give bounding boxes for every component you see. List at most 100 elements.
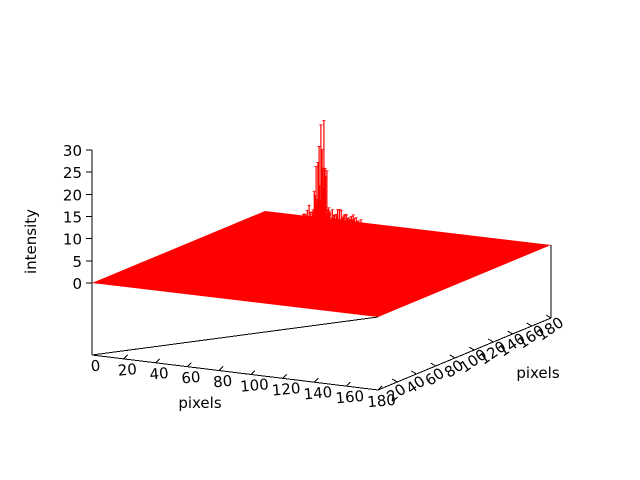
surface-column bbox=[387, 262, 393, 276]
surface-column bbox=[411, 259, 417, 269]
surface-column bbox=[243, 277, 249, 284]
surface-column bbox=[419, 265, 425, 272]
surface-column bbox=[321, 294, 327, 297]
surface-column bbox=[397, 274, 402, 280]
surface-column bbox=[314, 282, 320, 290]
surface-column bbox=[272, 285, 278, 290]
surface-column bbox=[355, 280, 361, 287]
surface-column bbox=[332, 267, 338, 283]
surface-column bbox=[349, 271, 355, 284]
surface-column bbox=[247, 266, 253, 278]
surface-column bbox=[265, 281, 271, 288]
surface-column bbox=[306, 270, 312, 285]
surface-column bbox=[404, 270, 410, 277]
surface-column bbox=[403, 274, 408, 280]
x-axis-title: pixels bbox=[178, 394, 222, 412]
surface-column bbox=[320, 276, 326, 286]
surface-column bbox=[426, 249, 432, 256]
surface-column bbox=[237, 265, 242, 276]
surface-column bbox=[340, 276, 346, 285]
surface-column bbox=[354, 271, 359, 283]
surface-column bbox=[371, 273, 377, 282]
surface-column bbox=[250, 289, 255, 293]
surface-column bbox=[322, 279, 328, 288]
surface-column bbox=[342, 276, 348, 285]
surface-column bbox=[262, 291, 267, 294]
surface-column bbox=[238, 282, 243, 287]
surface-column bbox=[235, 266, 241, 277]
surface-column bbox=[342, 283, 348, 289]
surface-column bbox=[245, 291, 250, 293]
surface-column bbox=[405, 282, 411, 285]
surface-column bbox=[212, 269, 218, 275]
surface-column bbox=[368, 285, 374, 290]
surface-column bbox=[225, 285, 230, 289]
surface-column bbox=[253, 290, 258, 293]
surface-column bbox=[327, 288, 333, 293]
z-tick-label: 10 bbox=[63, 231, 82, 249]
surface-column bbox=[243, 269, 249, 280]
surface-column bbox=[239, 262, 244, 275]
surface-column bbox=[295, 262, 301, 282]
surface-column bbox=[387, 253, 393, 271]
x-tick-mark bbox=[123, 354, 129, 360]
surface-column bbox=[342, 262, 348, 280]
surface-column bbox=[368, 262, 374, 277]
surface-column bbox=[368, 272, 374, 282]
surface-column bbox=[345, 226, 351, 271]
surface-column bbox=[256, 263, 261, 279]
surface-column bbox=[295, 294, 301, 296]
surface-column bbox=[214, 284, 220, 287]
surface-column bbox=[310, 244, 315, 276]
surface-column bbox=[352, 267, 358, 282]
surface-column bbox=[285, 272, 291, 285]
surface-column bbox=[330, 288, 336, 293]
x-tick-mark bbox=[186, 362, 192, 368]
surface-column bbox=[388, 269, 393, 279]
surface-column bbox=[357, 279, 363, 286]
surface-column bbox=[382, 282, 387, 287]
surface-column bbox=[291, 278, 297, 288]
surface-column bbox=[259, 284, 264, 289]
surface-column bbox=[384, 271, 390, 280]
y-tick-mark bbox=[391, 378, 398, 383]
surface-column bbox=[205, 268, 211, 273]
surface-column bbox=[413, 283, 419, 285]
surface-column bbox=[405, 272, 411, 278]
x-tick-label: 140 bbox=[303, 383, 333, 403]
surface-column bbox=[235, 273, 241, 282]
surface-column bbox=[387, 287, 393, 290]
surface-column bbox=[364, 290, 370, 293]
surface-column bbox=[241, 274, 246, 282]
surface-column bbox=[408, 271, 414, 278]
surface-column bbox=[395, 269, 401, 278]
surface-column bbox=[229, 259, 235, 271]
surface-column bbox=[436, 255, 441, 260]
surface-column bbox=[276, 293, 282, 296]
surface-column bbox=[318, 293, 324, 296]
surface-column bbox=[431, 263, 437, 268]
surface-column bbox=[304, 261, 309, 280]
surface-column bbox=[206, 264, 212, 269]
surface-column bbox=[412, 271, 417, 277]
surface-column bbox=[244, 265, 250, 278]
surface-column bbox=[366, 272, 372, 283]
surface-column bbox=[236, 275, 242, 283]
surface-column bbox=[226, 288, 231, 290]
surface-column bbox=[240, 280, 245, 286]
surface-column bbox=[394, 286, 399, 289]
surface-column bbox=[307, 293, 313, 296]
surface-column bbox=[331, 293, 336, 296]
surface-column bbox=[227, 275, 233, 282]
x-tick-mark bbox=[377, 385, 383, 391]
surface-column bbox=[206, 256, 212, 262]
surface-column bbox=[262, 271, 268, 283]
surface-column bbox=[270, 270, 276, 283]
surface-column bbox=[315, 286, 321, 291]
z-axis-title: intensity bbox=[8, 174, 40, 274]
surface-column bbox=[219, 266, 225, 274]
surface-column bbox=[446, 269, 451, 272]
surface-column bbox=[221, 269, 227, 276]
surface-column bbox=[313, 294, 319, 297]
surface-column bbox=[299, 261, 304, 280]
